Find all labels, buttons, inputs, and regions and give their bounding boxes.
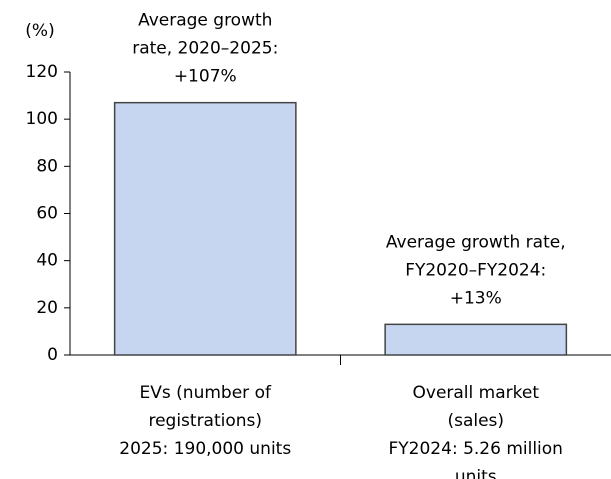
y-tick-label: 80 xyxy=(36,156,58,176)
y-tick-label: 20 xyxy=(36,298,58,318)
annotation: Average growth xyxy=(138,11,272,31)
x-tick-label: units xyxy=(455,467,497,479)
x-tick-label: FY2024: 5.26 million xyxy=(389,439,563,459)
annotation: +13% xyxy=(450,288,502,308)
x-tick-label: 2025: 190,000 units xyxy=(119,439,291,459)
annotation: FY2020–FY2024: xyxy=(405,260,546,280)
x-tick-label: registrations) xyxy=(148,411,262,431)
x-tick-label: (sales) xyxy=(447,411,504,431)
bar xyxy=(113,101,297,356)
y-tick-label: 100 xyxy=(26,109,58,129)
x-tick-label: Overall market xyxy=(413,383,540,403)
y-axis-label: (%) xyxy=(25,21,54,41)
annotation: +107% xyxy=(174,67,237,87)
annotation: Average growth rate, xyxy=(386,232,566,252)
x-tick-label: EVs (number of xyxy=(140,383,272,403)
bar xyxy=(384,323,568,356)
y-tick-label: 0 xyxy=(47,345,58,365)
annotation: rate, 2020–2025: xyxy=(132,39,278,59)
y-tick-label: 120 xyxy=(26,62,58,82)
y-tick-label: 60 xyxy=(36,204,58,224)
y-tick-label: 40 xyxy=(36,251,58,271)
